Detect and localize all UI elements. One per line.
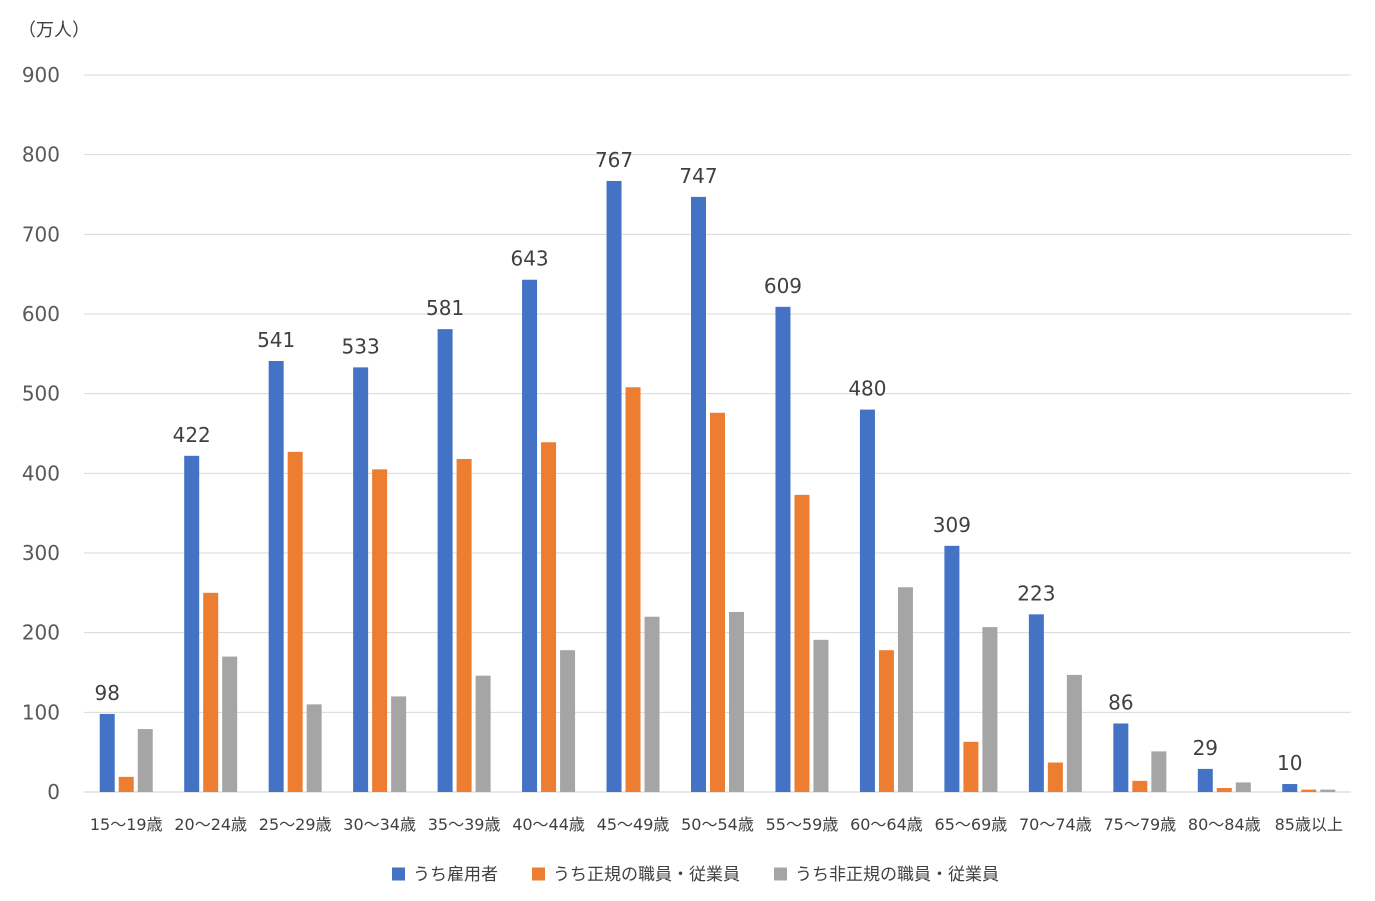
bar-series-1 <box>963 741 979 792</box>
y-tick-label: 0 <box>47 780 60 804</box>
bar-series-0 <box>859 409 875 792</box>
x-tick-label: 60～64歳 <box>850 815 923 834</box>
bar-series-2 <box>560 650 576 792</box>
bars <box>99 180 1336 792</box>
bar-series-2 <box>1320 789 1336 792</box>
bar-series-0 <box>775 306 791 792</box>
bar-series-2 <box>475 675 491 792</box>
bar-series-1 <box>1216 788 1232 792</box>
y-tick-label: 200 <box>22 621 60 645</box>
y-axis-ticks: 0 100 200 300 400 500 600 700 800 900 <box>22 63 60 804</box>
data-label: 541 <box>257 328 295 352</box>
bar-series-0 <box>691 196 706 792</box>
legend-swatch <box>392 867 405 881</box>
x-tick-label: 50～54歳 <box>681 815 754 834</box>
bar-series-1 <box>287 451 303 792</box>
data-labels: 98 422 541 533 581 643 767 747 609 480 309 223 86 29 1… <box>95 148 1303 775</box>
bar-series-2 <box>897 587 913 792</box>
bar-series-0 <box>1197 768 1213 792</box>
bar-series-0 <box>268 361 284 792</box>
legend-swatch <box>774 867 787 881</box>
y-tick-label: 600 <box>22 302 60 326</box>
bar-series-2 <box>222 656 238 792</box>
y-tick-label: 400 <box>22 461 60 485</box>
y-tick-label: 700 <box>22 222 60 246</box>
bar-series-0 <box>1028 614 1044 792</box>
x-tick-label: 40～44歳 <box>512 815 585 834</box>
bar-series-2 <box>729 611 744 792</box>
legend-label: うち雇用者 <box>413 865 498 885</box>
y-tick-label: 100 <box>22 700 60 724</box>
data-label: 98 <box>95 681 120 705</box>
data-label: 29 <box>1193 736 1218 760</box>
bar-series-2 <box>644 616 660 792</box>
bar-series-1 <box>1047 762 1063 792</box>
x-tick-label: 25～29歳 <box>259 815 332 834</box>
legend-swatch <box>532 867 545 881</box>
data-label: 223 <box>1017 581 1055 605</box>
bar-series-2 <box>1151 751 1167 792</box>
x-tick-label: 45～49歳 <box>597 815 670 834</box>
bar-series-0 <box>184 455 200 792</box>
legend-label: うち正規の職員・従業員 <box>553 865 740 885</box>
x-tick-label: 85歳以上 <box>1275 815 1343 834</box>
bar-series-2 <box>982 627 998 792</box>
x-axis-ticks: 15～19歳 20～24歳 25～29歳 30～34歳 35～39歳 40～44歳 45～4… <box>90 815 1343 834</box>
x-tick-label: 70～74歳 <box>1019 815 1092 834</box>
bar-series-2 <box>813 639 829 792</box>
legend: うち雇用者 うち正規の職員・従業員 うち非正規の職員・従業員 <box>392 865 999 885</box>
bar-series-1 <box>878 650 894 792</box>
bar-series-0 <box>1282 784 1298 792</box>
y-tick-label: 300 <box>22 541 60 565</box>
bar-series-2 <box>391 696 407 792</box>
data-label: 747 <box>679 164 717 188</box>
legend-label: うち非正規の職員・従業員 <box>795 865 999 885</box>
bar-series-1 <box>118 776 134 792</box>
x-tick-label: 35～39歳 <box>428 815 501 834</box>
bar-series-0 <box>522 279 538 792</box>
bar-series-0 <box>437 329 453 792</box>
data-label: 86 <box>1108 690 1133 714</box>
x-tick-label: 55～59歳 <box>766 815 839 834</box>
x-tick-label: 15～19歳 <box>90 815 163 834</box>
data-label: 767 <box>595 148 633 172</box>
data-label: 643 <box>510 247 548 271</box>
bar-series-0 <box>353 367 369 792</box>
data-label: 609 <box>764 274 802 298</box>
bar-series-0 <box>1113 723 1129 792</box>
x-tick-label: 75～79歳 <box>1103 815 1176 834</box>
y-tick-label: 500 <box>22 382 60 406</box>
bar-series-1 <box>710 412 725 792</box>
y-tick-label: 900 <box>22 63 60 87</box>
data-label: 581 <box>426 296 464 320</box>
data-label: 533 <box>342 334 380 358</box>
y-axis-unit-label: （万人） <box>18 20 90 41</box>
bar-series-2 <box>137 729 153 792</box>
bar-series-1 <box>372 469 388 792</box>
bar-series-0 <box>99 713 115 792</box>
bar-series-1 <box>203 592 219 792</box>
data-label: 422 <box>173 423 211 447</box>
x-tick-label: 80～84歳 <box>1188 815 1261 834</box>
data-label: 10 <box>1277 751 1302 775</box>
bar-series-2 <box>1066 674 1082 792</box>
bar-series-1 <box>794 494 810 792</box>
bar-series-2 <box>1235 782 1251 792</box>
x-tick-label: 30～34歳 <box>343 815 416 834</box>
bar-series-0 <box>944 545 960 792</box>
bar-series-1 <box>1132 780 1148 792</box>
data-label: 480 <box>848 377 886 401</box>
bar-series-1 <box>625 387 641 792</box>
x-tick-label: 65～69歳 <box>935 815 1008 834</box>
bar-series-1 <box>1301 789 1317 792</box>
bar-series-2 <box>306 704 322 792</box>
bar-series-0 <box>606 180 622 792</box>
bar-series-1 <box>541 442 557 792</box>
bar-series-1 <box>456 458 472 792</box>
x-tick-label: 20～24歳 <box>174 815 247 834</box>
data-label: 309 <box>933 513 971 537</box>
y-tick-label: 800 <box>22 143 60 167</box>
